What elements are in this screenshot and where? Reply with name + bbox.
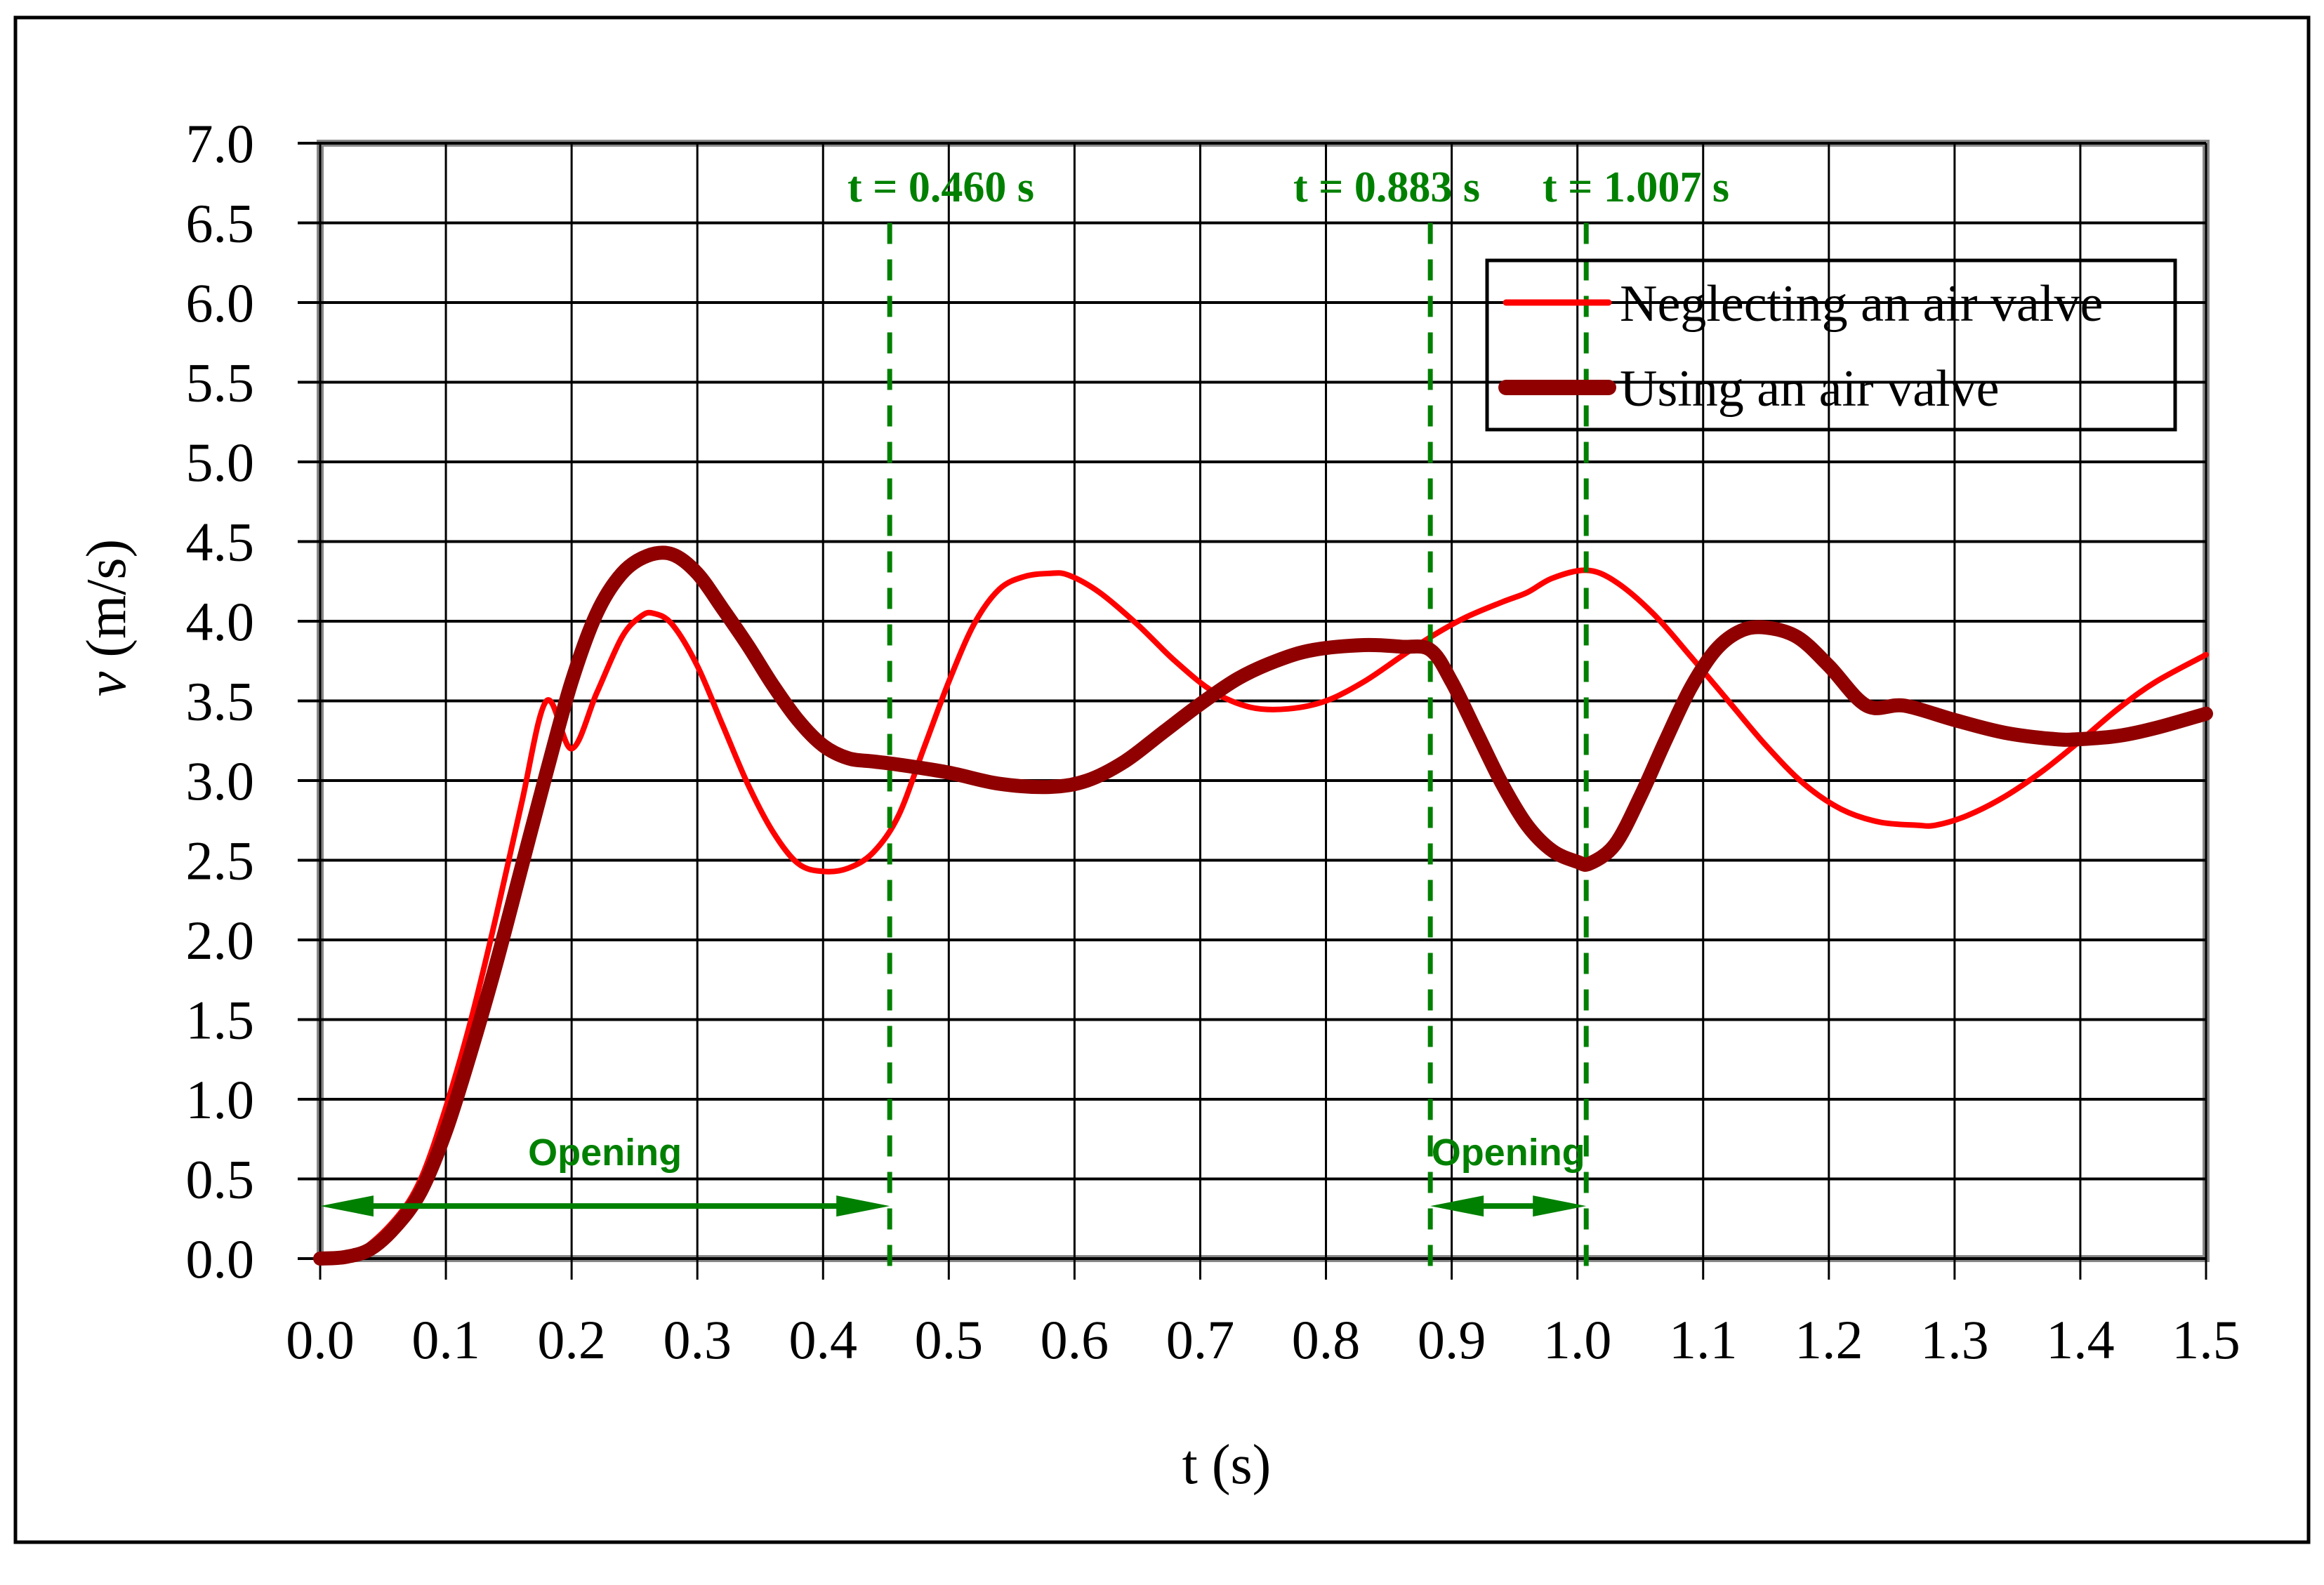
y-tick-label: 1.0 (186, 1069, 255, 1130)
x-axis-title: t (s) (1182, 1434, 1272, 1496)
y-axis-ticks: 0.0 0.5 1.0 1.5 2.0 2.5 3.0 3.5 4.0 4.5 5.0 5.5 6.0 6… (186, 113, 255, 1289)
arrow-head-left-icon (1430, 1195, 1484, 1217)
x-tick-label: 1.5 (2172, 1309, 2240, 1370)
y-tick-label: 2.0 (186, 910, 255, 971)
grid-lines (298, 142, 2207, 1280)
arrow-head-right-icon (1533, 1195, 1587, 1217)
y-axis-title-symbol: v (76, 671, 138, 696)
opening-arrows: Opening Opening (320, 1132, 1587, 1217)
x-tick-label: 0.0 (286, 1309, 355, 1370)
y-tick-label: 0.0 (186, 1228, 255, 1289)
x-tick-label: 0.1 (411, 1309, 480, 1370)
x-tick-label: 0.9 (1418, 1309, 1486, 1370)
x-tick-label: 1.1 (1669, 1309, 1738, 1370)
y-tick-label: 6.0 (186, 272, 255, 333)
x-tick-label: 1.0 (1543, 1309, 1612, 1370)
y-axis-title: v (m/s) (76, 539, 138, 696)
legend-label-using: Using an air valve (1620, 360, 1999, 418)
series-using-air-valve (313, 545, 2213, 1266)
arrow-head-left-icon (320, 1195, 374, 1217)
y-tick-label: 4.0 (186, 591, 255, 652)
x-tick-label: 0.7 (1166, 1309, 1235, 1370)
annotation-time-label: t = 0.460 s (847, 164, 1034, 211)
x-tick-label: 0.5 (915, 1309, 984, 1370)
opening-label: Opening (1432, 1132, 1585, 1174)
annotation-vlines: t = 0.460 s t = 0.883 s t = 1.007 s (847, 164, 1729, 1269)
x-tick-label: 0.2 (537, 1309, 606, 1370)
y-tick-label: 5.0 (186, 432, 255, 493)
y-tick-label: 2.5 (186, 830, 255, 891)
arrow-head-right-icon (836, 1195, 890, 1217)
x-axis-ticks: 0.0 0.1 0.2 0.3 0.4 0.5 0.6 0.7 0.8 0.9 1.0 1.1 1.2 1… (286, 1309, 2240, 1370)
x-tick-label: 1.4 (2046, 1309, 2115, 1370)
y-tick-label: 3.5 (186, 671, 255, 732)
y-tick-label: 7.0 (186, 113, 255, 174)
y-tick-label: 5.5 (186, 352, 255, 413)
legend: Neglecting an air valve Using an air val… (1485, 258, 2177, 432)
y-tick-label: 1.5 (186, 990, 255, 1051)
opening-label: Opening (528, 1132, 682, 1174)
x-tick-label: 0.3 (663, 1309, 732, 1370)
x-tick-label: 0.8 (1292, 1309, 1361, 1370)
y-tick-label: 0.5 (186, 1149, 255, 1210)
x-tick-label: 1.3 (1920, 1309, 1989, 1370)
y-tick-label: 3.0 (186, 750, 255, 811)
annotation-time-label: t = 0.883 s (1293, 164, 1480, 211)
y-tick-label: 6.5 (186, 193, 255, 254)
legend-box (1485, 258, 2177, 432)
x-tick-label: 0.6 (1041, 1309, 1109, 1370)
annotation-time-label: t = 1.007 s (1543, 164, 1729, 211)
x-tick-label: 0.4 (789, 1309, 858, 1370)
legend-label-neglecting: Neglecting an air valve (1620, 275, 2103, 333)
y-tick-label: 4.5 (186, 512, 255, 573)
y-axis-title-unit: (m/s) (76, 539, 138, 672)
series-neglecting-air-valve (317, 567, 2209, 1261)
x-tick-label: 1.2 (1795, 1309, 1863, 1370)
